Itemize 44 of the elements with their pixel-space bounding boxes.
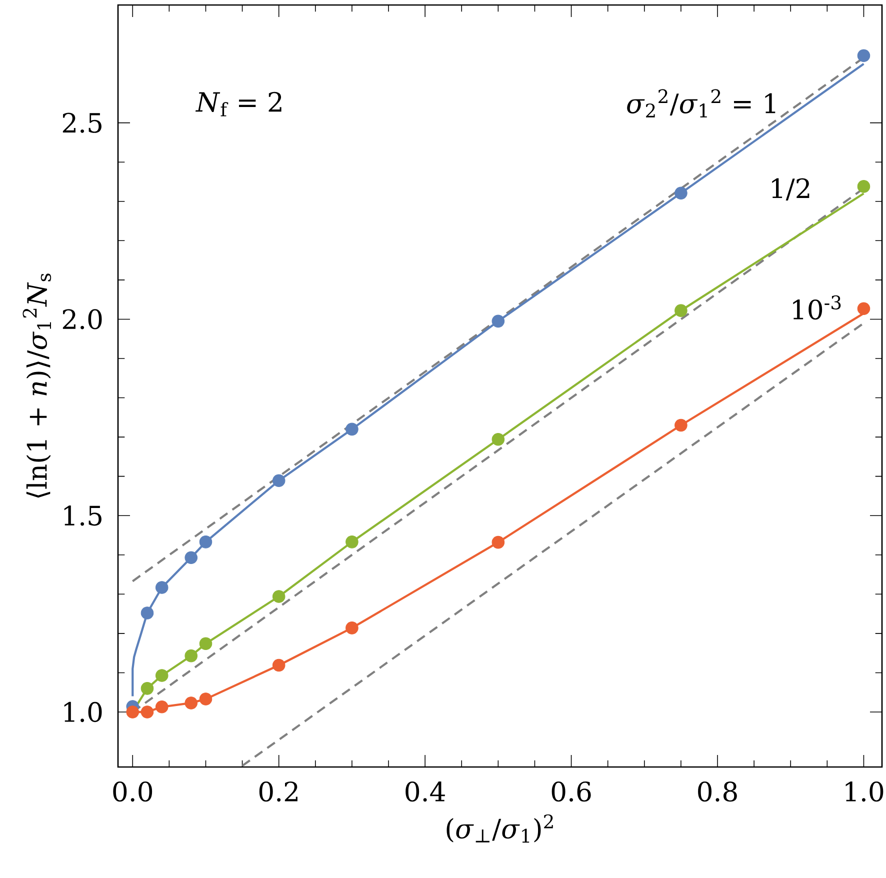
y-tick-label: 2.5 <box>62 112 102 133</box>
annotation: 1/2 <box>772 178 810 201</box>
point <box>674 186 688 200</box>
point <box>155 700 168 714</box>
x-tick-label: 0.0 <box>113 781 152 802</box>
point <box>184 551 198 564</box>
point <box>346 422 358 436</box>
x-tick-label: 0.4 <box>406 781 445 802</box>
point <box>674 304 688 317</box>
x-tick-label: 1.0 <box>846 781 884 802</box>
x-tick-label: 0.8 <box>698 781 737 802</box>
x-tick-label: 0.6 <box>552 781 591 802</box>
point <box>857 49 870 62</box>
point <box>155 669 168 682</box>
annotation: N$_{f}$ = 2 <box>195 92 282 116</box>
point <box>184 649 198 662</box>
point <box>857 302 870 316</box>
y-tick-label: 1.0 <box>64 702 102 722</box>
point <box>126 706 140 718</box>
point <box>272 590 286 603</box>
point <box>140 606 154 620</box>
y-tick-label: 2.0 <box>62 309 102 330</box>
y-axis-title: ⟨ln(1 + n)⟩/σ$_{1}$$^{2}$N$_{s}$ <box>22 274 52 498</box>
point <box>492 536 505 549</box>
annotation: 10$^{-3}$ <box>793 295 841 320</box>
annotation: σ$_{2}$$^{2}$/σ$_{1}$$^{2}$ = 1 <box>627 89 776 118</box>
x-tick-label: 0.2 <box>259 781 298 802</box>
y-tick-label: 1.5 <box>64 506 102 526</box>
point <box>346 536 358 548</box>
point <box>492 433 505 446</box>
x-axis-title: (σ$_{⊥}$/σ$_{1}$)$^{2}$ <box>446 814 553 843</box>
point <box>199 536 212 548</box>
point <box>155 581 168 594</box>
point <box>272 474 286 488</box>
point <box>140 706 154 718</box>
point <box>140 682 154 695</box>
point <box>199 692 212 706</box>
point <box>199 637 212 650</box>
point <box>857 180 870 193</box>
point <box>492 314 505 328</box>
point <box>184 696 198 710</box>
point <box>674 418 688 432</box>
point <box>272 658 286 672</box>
point <box>346 622 358 634</box>
